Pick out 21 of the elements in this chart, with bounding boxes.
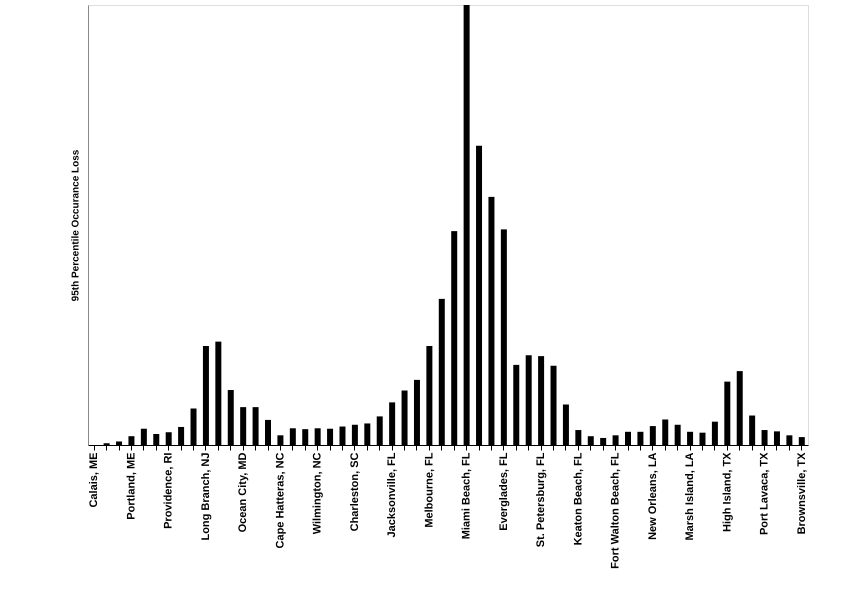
x-tick-label: Jacksonville, FL (386, 452, 398, 538)
x-tick-label: Keaton Beach, FL (572, 452, 584, 546)
x-tick-label: Long Branch, NJ (200, 452, 212, 541)
x-tick-label: Everglades, FL (498, 452, 510, 531)
x-tick-label: New Orleans, LA (646, 452, 659, 540)
x-tick-label: St. Petersburg, FL (535, 452, 548, 548)
x-tick-label: Calais, ME (88, 452, 100, 508)
x-tick-label: Portland, ME (125, 452, 138, 520)
x-tick-label: Ocean City, MD (237, 452, 250, 532)
x-tick-label: Providence, RI (162, 452, 175, 529)
x-tick-label: High Island, TX (721, 452, 734, 532)
x-tick-label: Fort Walton Beach, FL (610, 452, 622, 569)
x-tick-label: Melbourne, FL (423, 452, 436, 528)
x-tick-label: Cape Hatteras, NC (274, 452, 286, 548)
x-tick-label: Miami Beach, FL (460, 452, 473, 540)
x-tick-label: Brownsville, TX (796, 452, 808, 534)
x-tick-label: Wilmington, NC (312, 452, 324, 534)
x-tick-label: Marsh Island, LA (684, 452, 696, 541)
x-tick-label: Charleston, SC (348, 452, 361, 532)
x-tick-label: Port Lavaca, TX (758, 452, 771, 536)
y-axis-title: 95th Percentile Occurance Loss (70, 149, 82, 302)
